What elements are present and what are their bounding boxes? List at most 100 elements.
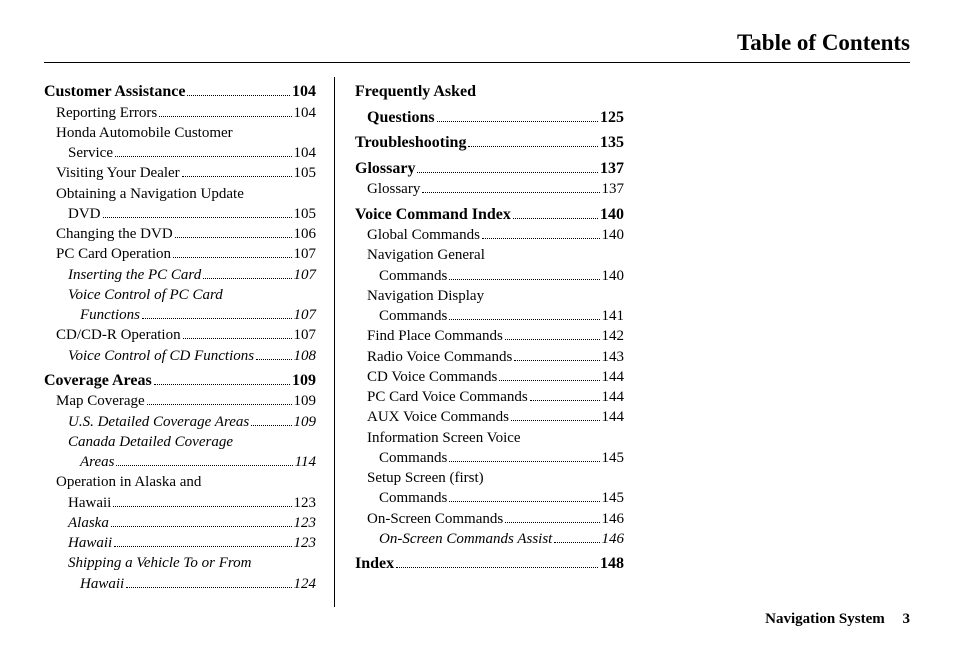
toc-page: 137: [602, 179, 625, 199]
toc-label: Alaska: [68, 513, 109, 533]
toc-columns: Customer Assistance104Reporting Errors 10…: [44, 77, 910, 607]
toc-entry: PC Card Voice Commands144: [355, 387, 624, 407]
toc-label: Navigation Display: [367, 286, 484, 306]
toc-label: Index: [355, 553, 394, 575]
toc-entry: Shipping a Vehicle To or From: [44, 553, 316, 573]
toc-leader: [468, 146, 598, 147]
toc-entry: Troubleshooting135: [355, 132, 624, 154]
toc-page: 105: [294, 163, 317, 183]
toc-entry: Index148: [355, 553, 624, 575]
toc-entry: Glossary137: [355, 158, 624, 180]
toc-page: 123: [294, 513, 317, 533]
toc-leader: [114, 546, 291, 547]
toc-page: 104: [292, 81, 316, 103]
toc-leader: [499, 380, 599, 381]
toc-page: 125: [600, 107, 624, 129]
toc-entry-cont: Commands 145: [355, 488, 624, 508]
toc-leader: [530, 400, 600, 401]
toc-label: Hawaii: [80, 574, 124, 594]
toc-label: Glossary: [367, 179, 420, 199]
toc-label: PC Card Voice Commands: [367, 387, 528, 407]
toc-page: 146: [602, 509, 625, 529]
toc-label: Visiting Your Dealer: [56, 163, 180, 183]
toc-label: Radio Voice Commands: [367, 347, 512, 367]
toc-entry: PC Card Operation107: [44, 244, 316, 264]
toc-column-right: Frequently AskedQuestions125Troubleshoot…: [334, 77, 624, 607]
toc-label: Operation in Alaska and: [56, 472, 201, 492]
toc-entry: Customer Assistance104: [44, 81, 316, 103]
toc-entry-cont: Commands 141: [355, 306, 624, 326]
toc-page: 123: [294, 533, 317, 553]
toc-label: Voice Control of PC Card: [68, 285, 223, 305]
toc-entry: Setup Screen (first): [355, 468, 624, 488]
toc-entry-cont: DVD105: [44, 204, 316, 224]
toc-label: U.S. Detailed Coverage Areas: [68, 412, 249, 432]
toc-leader: [256, 359, 291, 360]
toc-entry: On-Screen Commands Assist146: [355, 529, 624, 549]
toc-label: Service: [68, 143, 113, 163]
toc-leader: [449, 501, 599, 502]
toc-leader: [449, 279, 599, 280]
toc-entry: Coverage Areas109: [44, 370, 316, 392]
toc-label: Hawaii: [68, 533, 112, 553]
toc-leader: [505, 339, 600, 340]
toc-label: On-Screen Commands Assist: [379, 529, 552, 549]
toc-label: Reporting Errors: [56, 103, 157, 123]
toc-leader: [251, 425, 291, 426]
toc-label: Canada Detailed Coverage: [68, 432, 233, 452]
toc-label: Commands: [379, 306, 447, 326]
toc-label: Commands: [379, 488, 447, 508]
toc-entry-cont: Commands140: [355, 266, 624, 286]
toc-entry: Obtaining a Navigation Update: [44, 184, 316, 204]
toc-label: Map Coverage: [56, 391, 145, 411]
toc-entry: CD Voice Commands144: [355, 367, 624, 387]
toc-label: On-Screen Commands: [367, 509, 503, 529]
toc-entry: Information Screen Voice: [355, 428, 624, 448]
toc-entry-cont: Questions 125: [355, 107, 624, 129]
toc-label: Questions: [367, 107, 435, 129]
toc-page: 144: [602, 367, 625, 387]
toc-leader: [126, 587, 291, 588]
toc-leader: [396, 567, 598, 568]
toc-entry: Glossary 137: [355, 179, 624, 199]
toc-page: 107: [294, 305, 317, 325]
toc-label: DVD: [68, 204, 101, 224]
toc-leader: [159, 116, 291, 117]
toc-entry-cont: Hawaii123: [44, 493, 316, 513]
toc-page: 123: [294, 493, 317, 513]
toc-page: 109: [294, 412, 317, 432]
toc-entry: Changing the DVD106: [44, 224, 316, 244]
toc-page: 107: [294, 265, 317, 285]
page-title: Table of Contents: [44, 30, 910, 63]
toc-label: Global Commands: [367, 225, 480, 245]
toc-leader: [511, 420, 600, 421]
toc-label: Obtaining a Navigation Update: [56, 184, 244, 204]
toc-label: Coverage Areas: [44, 370, 152, 392]
toc-entry: Global Commands140: [355, 225, 624, 245]
toc-leader: [175, 237, 292, 238]
toc-leader: [449, 319, 599, 320]
toc-label: Shipping a Vehicle To or From: [68, 553, 251, 573]
toc-label: Setup Screen (first): [367, 468, 484, 488]
toc-page: 137: [600, 158, 624, 180]
toc-leader: [514, 360, 599, 361]
footer-label: Navigation System: [765, 611, 885, 627]
toc-entry: Find Place Commands142: [355, 326, 624, 346]
toc-page: 106: [294, 224, 317, 244]
toc-page: 145: [602, 488, 625, 508]
toc-entry: Alaska 123: [44, 513, 316, 533]
toc-label: PC Card Operation: [56, 244, 171, 264]
toc-label: AUX Voice Commands: [367, 407, 509, 427]
toc-leader: [422, 192, 599, 193]
toc-page: 104: [294, 143, 317, 163]
toc-page: 104: [294, 103, 317, 123]
toc-leader: [554, 542, 599, 543]
toc-entry: Voice Control of PC Card: [44, 285, 316, 305]
toc-page: 141: [602, 306, 625, 326]
toc-entry-cont: Areas114: [44, 452, 316, 472]
toc-entry: Operation in Alaska and: [44, 472, 316, 492]
toc-leader: [513, 218, 598, 219]
toc-column-left: Customer Assistance104Reporting Errors 10…: [44, 77, 334, 607]
toc-entry: On-Screen Commands 146: [355, 509, 624, 529]
toc-entry: Visiting Your Dealer 105: [44, 163, 316, 183]
